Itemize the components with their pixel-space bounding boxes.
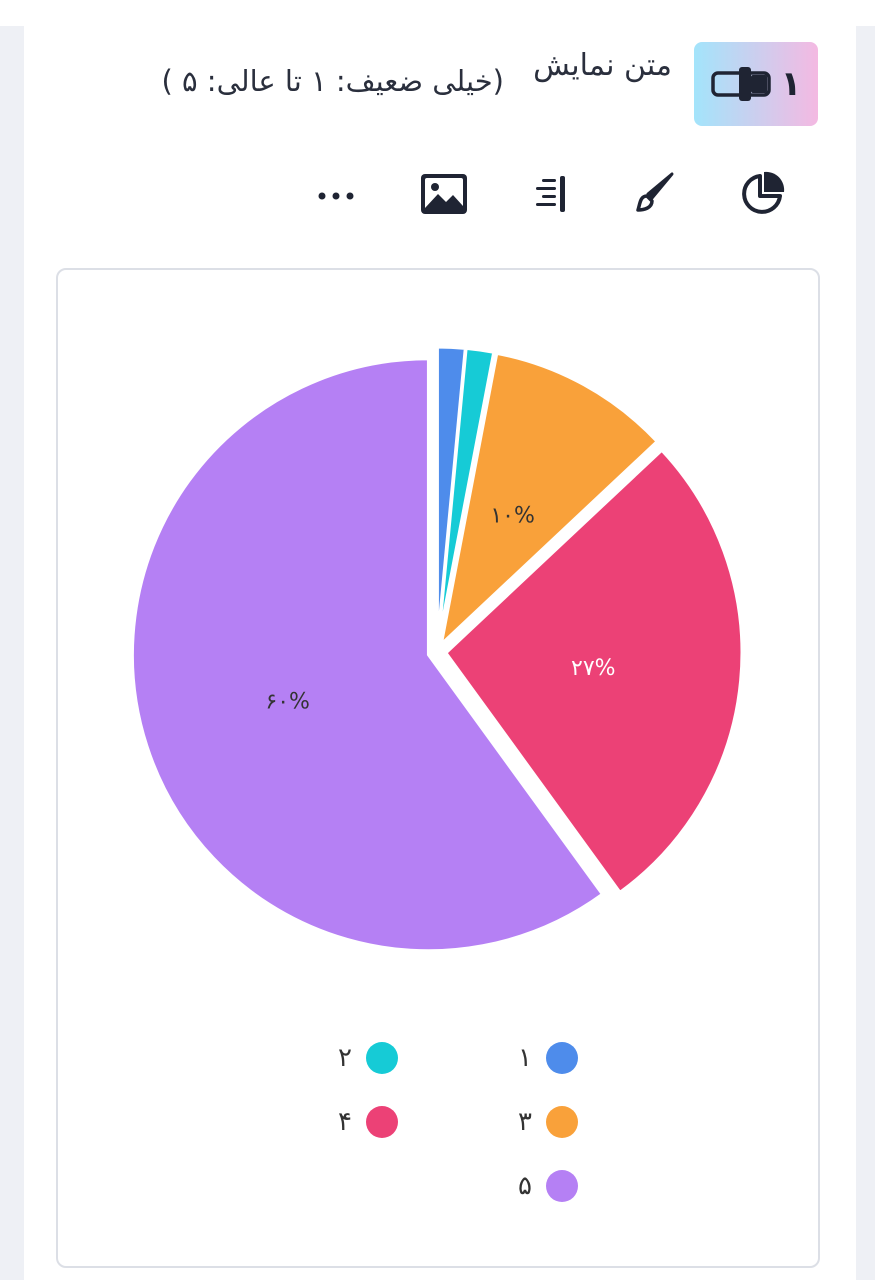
- legend-item-1[interactable]: ۱: [518, 1042, 578, 1074]
- question-number: ۱: [780, 64, 802, 104]
- pie-data-label-3: ۱۰%: [490, 503, 535, 528]
- legend-swatch: [366, 1042, 398, 1074]
- more-button[interactable]: [306, 164, 366, 224]
- chart-container: ۱۰% ۲۷% ۶۰% ۱ ۲ ۳ ۴ ۵: [56, 268, 820, 1268]
- pie-chart-button[interactable]: [732, 164, 792, 224]
- more-icon: [318, 192, 354, 200]
- top-strip: [0, 0, 875, 26]
- chart-toolbar: [24, 164, 856, 228]
- image-button[interactable]: [414, 164, 474, 224]
- legend-item-3[interactable]: ۳: [518, 1106, 578, 1138]
- pie-chart: ۱۰% ۲۷% ۶۰%: [131, 345, 744, 953]
- image-icon: [421, 174, 467, 214]
- question-title: متن نمایش: [533, 48, 672, 83]
- legend-swatch: [366, 1106, 398, 1138]
- legend-label: ۱: [518, 1043, 532, 1073]
- pie-slice-3[interactable]: [439, 351, 659, 646]
- align-right-icon: [536, 176, 565, 212]
- legend-swatch: [546, 1042, 578, 1074]
- legend-item-4[interactable]: ۴: [338, 1106, 398, 1138]
- pie-chart-icon: [742, 171, 785, 214]
- legend-label: ۲: [338, 1043, 352, 1073]
- style-button[interactable]: [624, 164, 684, 224]
- legend-swatch: [546, 1170, 578, 1202]
- legend-item-2[interactable]: ۲: [338, 1042, 398, 1074]
- brush-icon: [636, 172, 674, 212]
- pie-data-label-4: ۲۷%: [571, 656, 616, 681]
- question-card: ۱ متن نمایش (خیلی ضعیف: ۱ تا عالی: ۵ ): [24, 26, 856, 1280]
- pie-slice-4[interactable]: [444, 448, 744, 894]
- legend-label: ۳: [518, 1107, 532, 1137]
- legend-label: ۵: [518, 1171, 532, 1201]
- legend-swatch: [546, 1106, 578, 1138]
- slider-icon: [710, 67, 771, 101]
- question-badge: ۱: [694, 42, 818, 126]
- pie-data-label-5: ۶۰%: [265, 690, 310, 715]
- pie-slice-2[interactable]: [436, 346, 496, 645]
- legend-label: ۴: [338, 1107, 352, 1137]
- pie-slice-5[interactable]: [131, 357, 604, 953]
- question-subtitle: (خیلی ضعیف: ۱ تا عالی: ۵ ): [161, 64, 504, 98]
- chart-legend: ۱ ۲ ۳ ۴ ۵: [58, 270, 818, 1266]
- question-header: ۱ متن نمایش (خیلی ضعیف: ۱ تا عالی: ۵ ): [24, 34, 856, 134]
- legend-item-5[interactable]: ۵: [518, 1170, 578, 1202]
- align-button[interactable]: [520, 164, 580, 224]
